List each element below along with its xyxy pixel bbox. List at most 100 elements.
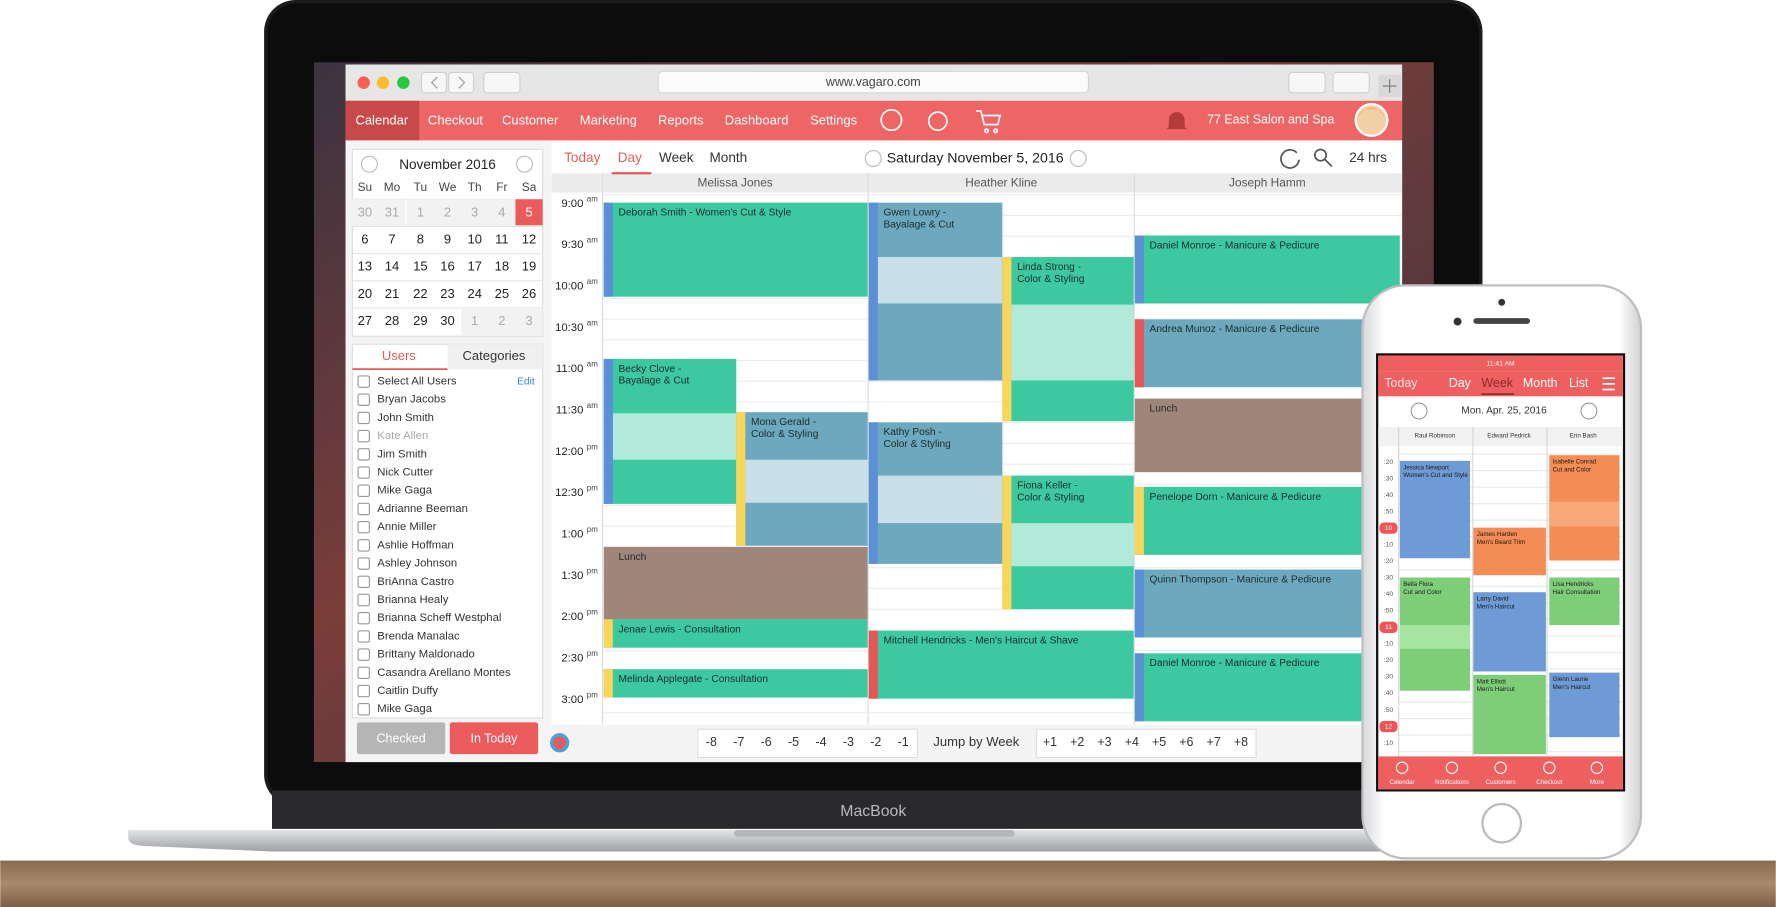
- phone-tab-icon[interactable]: [1543, 761, 1556, 774]
- checkbox[interactable]: [357, 539, 370, 552]
- nav-item[interactable]: Calendar: [355, 113, 408, 128]
- next-month[interactable]: [516, 155, 534, 173]
- jump-button[interactable]: +6: [1179, 735, 1193, 749]
- day[interactable]: 31: [385, 204, 399, 219]
- appointment[interactable]: [1134, 486, 1400, 555]
- day[interactable]: 21: [385, 286, 399, 301]
- phone-view-tab[interactable]: List: [1569, 376, 1589, 390]
- checkbox[interactable]: [357, 611, 370, 625]
- phone-next[interactable]: [1580, 402, 1598, 420]
- day[interactable]: 2: [498, 313, 505, 328]
- tab[interactable]: Categories: [462, 348, 525, 363]
- day[interactable]: 11: [495, 231, 509, 246]
- jump-button[interactable]: +2: [1070, 735, 1084, 749]
- phone-tab-label[interactable]: Customers: [1486, 779, 1516, 786]
- search-icon[interactable]: [1314, 148, 1328, 162]
- checkbox[interactable]: [357, 520, 370, 534]
- appointment[interactable]: [603, 202, 868, 297]
- user-name[interactable]: John Smith: [377, 412, 434, 424]
- phone-tab-label[interactable]: More: [1590, 779, 1605, 786]
- user-name[interactable]: Brittany Maldonado: [377, 649, 474, 661]
- url[interactable]: www.vagaro.com: [825, 75, 921, 89]
- day[interactable]: 19: [522, 259, 536, 274]
- appointment[interactable]: [1134, 569, 1400, 638]
- phone-tab-icon[interactable]: [1395, 761, 1409, 774]
- day[interactable]: 10: [467, 231, 481, 246]
- sidebar-button[interactable]: [483, 71, 521, 94]
- jump-button[interactable]: +4: [1125, 735, 1139, 749]
- day[interactable]: 1: [417, 204, 424, 219]
- day[interactable]: 29: [413, 313, 427, 328]
- checkbox[interactable]: [357, 557, 370, 570]
- nav-item[interactable]: Marketing: [580, 113, 637, 128]
- user-name[interactable]: BriAnna Castro: [377, 576, 454, 588]
- day[interactable]: 30: [440, 313, 454, 328]
- help-icon[interactable]: [880, 108, 903, 132]
- nav-item[interactable]: Settings: [810, 113, 858, 128]
- checkbox[interactable]: [357, 448, 370, 461]
- user-name[interactable]: Nick Cutter: [377, 467, 433, 479]
- day[interactable]: 27: [358, 313, 372, 328]
- phone-appointment[interactable]: [1549, 672, 1620, 738]
- phone-appointment[interactable]: [1399, 460, 1471, 559]
- jump-button[interactable]: +7: [1207, 735, 1221, 749]
- tabs-button[interactable]: [1332, 71, 1370, 94]
- jump-button[interactable]: -8: [706, 735, 717, 749]
- alarm-icon[interactable]: [927, 111, 948, 132]
- avatar[interactable]: [1354, 103, 1389, 138]
- jump-button[interactable]: -6: [761, 735, 772, 749]
- back-button[interactable]: [420, 71, 447, 94]
- day[interactable]: 5: [525, 204, 532, 219]
- user-name[interactable]: Brenda Manalac: [377, 630, 460, 642]
- jump-button[interactable]: +8: [1234, 735, 1248, 749]
- phone-view-tab[interactable]: Month: [1523, 376, 1558, 390]
- phone-tab-icon[interactable]: [1445, 761, 1459, 774]
- checkbox[interactable]: [357, 630, 370, 643]
- phone-tab-label[interactable]: Calendar: [1389, 779, 1414, 786]
- color-wheel[interactable]: [549, 733, 570, 753]
- phone-appointment[interactable]: [1473, 592, 1546, 672]
- share-button[interactable]: [1288, 71, 1326, 94]
- phone-appointment[interactable]: [1473, 527, 1546, 576]
- day[interactable]: 23: [440, 286, 454, 301]
- phone-prev[interactable]: [1410, 402, 1428, 420]
- day[interactable]: 16: [440, 259, 454, 274]
- day[interactable]: 6: [361, 231, 368, 246]
- edit-link[interactable]: Edit: [517, 376, 535, 387]
- day[interactable]: 8: [417, 231, 424, 246]
- day[interactable]: 2: [444, 204, 451, 219]
- user-name[interactable]: Ashley Johnson: [377, 558, 457, 570]
- day[interactable]: 25: [495, 286, 509, 301]
- day[interactable]: 18: [495, 259, 509, 274]
- view-tab[interactable]: Month: [709, 150, 747, 165]
- checkbox[interactable]: [357, 502, 370, 516]
- checkbox[interactable]: [357, 466, 370, 479]
- checkbox[interactable]: [357, 484, 370, 497]
- day[interactable]: 26: [522, 286, 536, 301]
- day[interactable]: 28: [385, 313, 399, 328]
- day[interactable]: 9: [444, 231, 451, 246]
- home-button[interactable]: [1481, 802, 1523, 844]
- nav-item[interactable]: Reports: [658, 113, 704, 128]
- user-name[interactable]: Brianna Healy: [377, 594, 448, 606]
- next-day[interactable]: [1069, 150, 1087, 168]
- business-name[interactable]: 77 East Salon and Spa: [1207, 112, 1334, 126]
- refresh-icon[interactable]: [1280, 148, 1300, 169]
- checkbox[interactable]: [357, 429, 370, 443]
- in-today-button[interactable]: [449, 722, 539, 755]
- user-name[interactable]: Bryan Jacobs: [377, 394, 446, 406]
- phone-appointment[interactable]: [1549, 577, 1620, 626]
- user-name[interactable]: Jim Smith: [377, 448, 427, 460]
- phone-tab-icon[interactable]: [1590, 761, 1604, 774]
- phone-tab-label[interactable]: Checkout: [1536, 779, 1563, 786]
- appointment[interactable]: [603, 669, 868, 698]
- appointment[interactable]: [1134, 319, 1400, 388]
- appointment[interactable]: [1134, 653, 1400, 722]
- day[interactable]: 12: [522, 231, 536, 246]
- jump-button[interactable]: +5: [1152, 735, 1166, 749]
- appointment[interactable]: [868, 630, 1134, 699]
- phone-view-tab[interactable]: Today: [1384, 376, 1418, 390]
- checked-button[interactable]: [356, 722, 446, 755]
- nav-item[interactable]: Customer: [502, 113, 559, 128]
- bell-icon[interactable]: [1166, 112, 1187, 130]
